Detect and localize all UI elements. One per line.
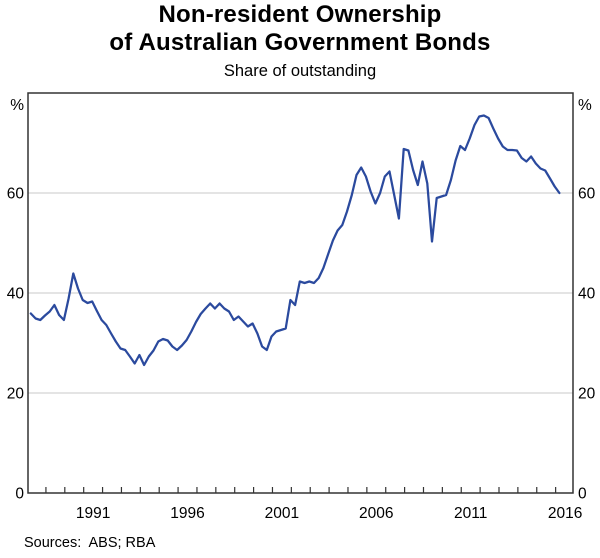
chart-title-line-2: of Australian Government Bonds [109, 29, 491, 56]
plot-frame [27, 92, 574, 494]
source-note: Sources: ABS; RBA [24, 535, 156, 551]
y-axis-tick-label-right: 0 [578, 486, 587, 503]
x-axis-year-label: 1991 [76, 505, 110, 522]
percent-unit-label-right: % [578, 97, 592, 114]
x-axis-year-label: 2016 [548, 505, 582, 522]
x-axis-year-label: 1996 [170, 505, 204, 522]
y-axis-tick-label-right: 20 [578, 386, 596, 403]
y-axis-tick-label-left: 0 [15, 486, 24, 503]
data-line-non-resident-share [29, 114, 561, 367]
x-axis-year-label: 2001 [265, 505, 299, 522]
chart-title-line-1: Non-resident Ownership [158, 1, 442, 28]
y-axis-tick-label-left: 20 [7, 386, 25, 403]
y-axis-tick-label-left: 60 [7, 186, 25, 203]
chart-subtitle: Share of outstanding [223, 62, 377, 80]
y-axis-tick-label-right: 40 [578, 286, 596, 303]
x-axis-year-label: 2011 [454, 505, 487, 522]
percent-unit-label-left: % [10, 97, 24, 114]
y-axis-tick-label-left: 40 [7, 286, 25, 303]
chart-title: Non-resident Ownership of Australian Gov… [0, 1, 600, 57]
x-axis-year-label: 2006 [359, 505, 393, 522]
y-axis-tick-label-right: 60 [578, 186, 596, 203]
